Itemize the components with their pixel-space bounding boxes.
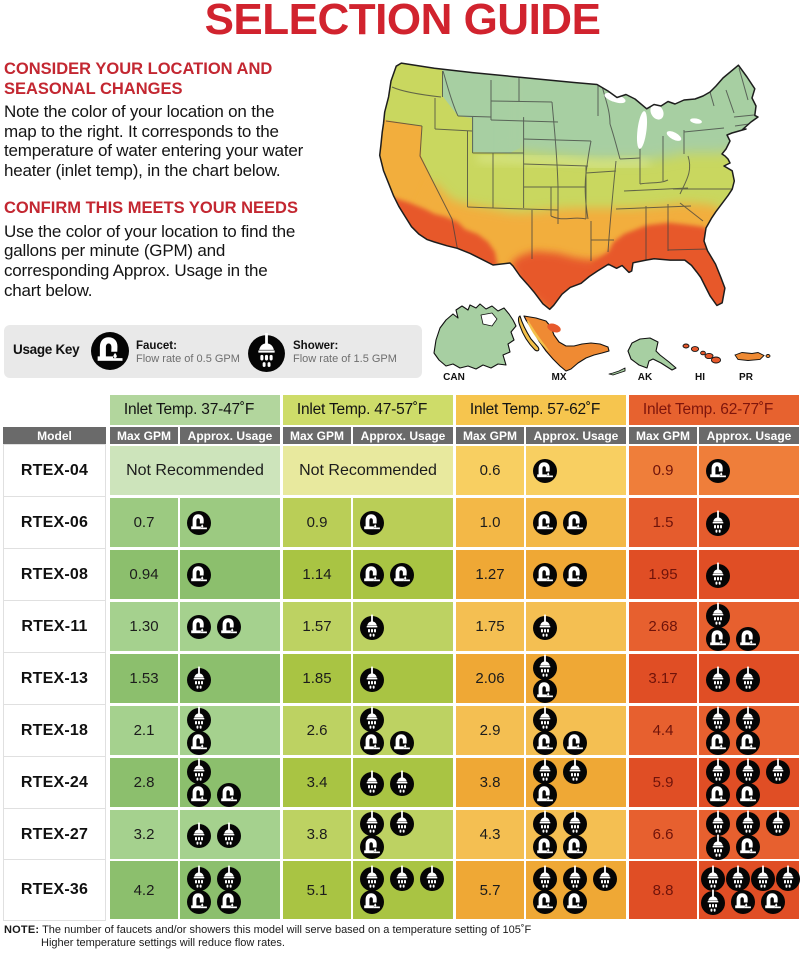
svg-text:PR: PR <box>739 372 754 383</box>
svg-text:HI: HI <box>695 372 705 383</box>
svg-text:CAN: CAN <box>443 372 465 383</box>
svg-text:AK: AK <box>638 372 653 383</box>
svg-text:MX: MX <box>552 372 567 383</box>
